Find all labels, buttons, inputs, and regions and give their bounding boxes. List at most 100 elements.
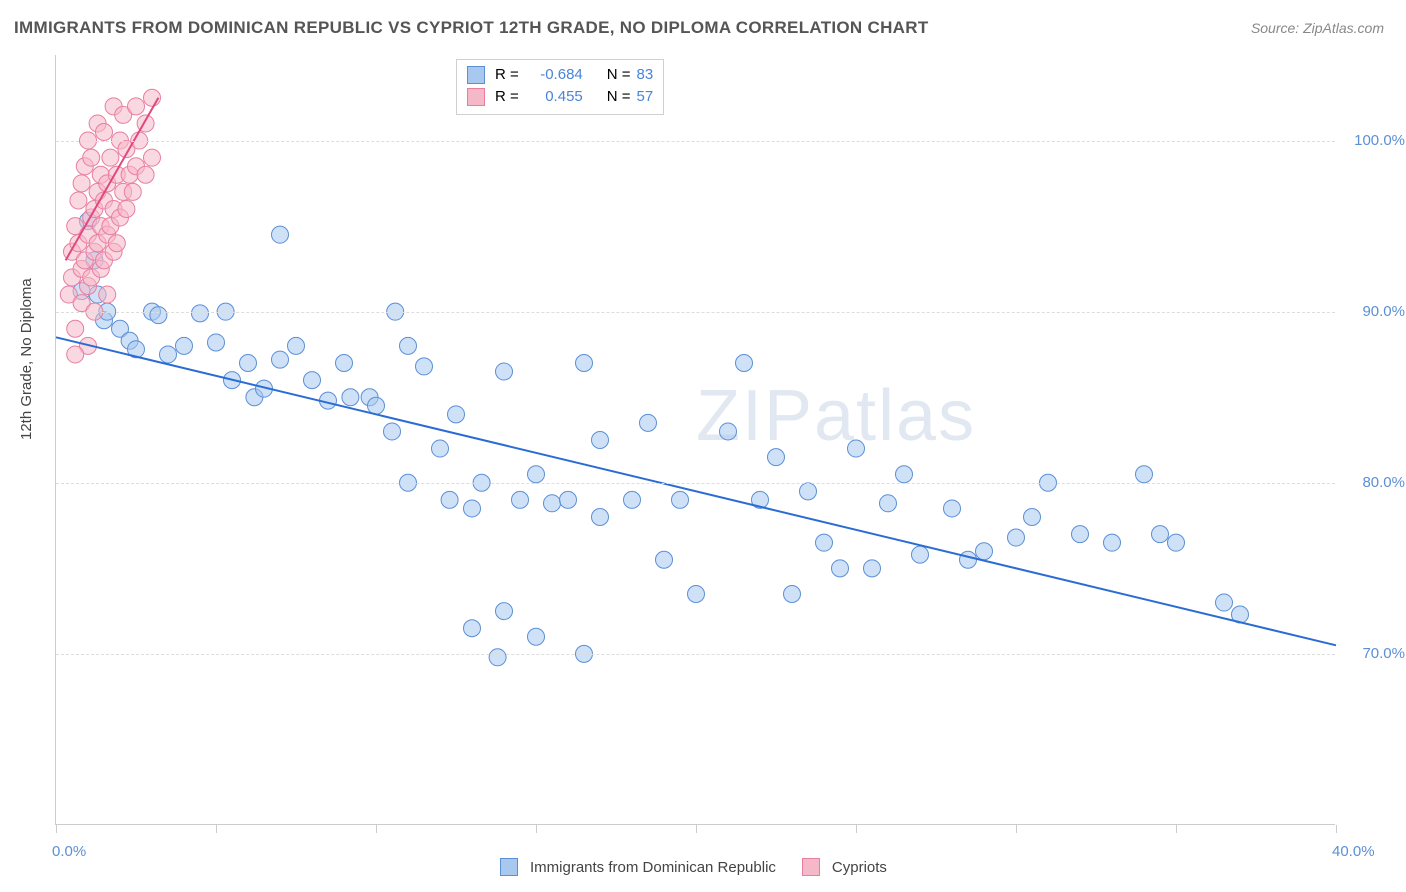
data-point: [1216, 594, 1233, 611]
data-point: [240, 355, 257, 372]
data-point: [416, 358, 433, 375]
n-label: N =: [607, 64, 631, 86]
data-point: [288, 337, 305, 354]
data-point: [960, 551, 977, 568]
n-value-pink: 57: [637, 86, 654, 108]
data-point: [70, 192, 87, 209]
data-point: [976, 543, 993, 560]
n-value-blue: 83: [637, 64, 654, 86]
x-tick: [1336, 825, 1337, 833]
gridline: [56, 483, 1335, 484]
data-point: [544, 495, 561, 512]
data-point: [1008, 529, 1025, 546]
data-point: [118, 201, 135, 218]
data-point: [640, 414, 657, 431]
data-point: [137, 166, 154, 183]
data-point: [832, 560, 849, 577]
data-point: [560, 491, 577, 508]
data-point: [1024, 509, 1041, 526]
data-point: [448, 406, 465, 423]
data-point: [102, 149, 119, 166]
data-point: [384, 423, 401, 440]
y-axis-label: 12th Grade, No Diploma: [18, 278, 35, 440]
data-point: [848, 440, 865, 457]
data-point: [592, 509, 609, 526]
scatter-svg: [56, 55, 1335, 824]
data-point: [336, 355, 353, 372]
data-point: [496, 603, 513, 620]
data-point: [864, 560, 881, 577]
series-legend: Immigrants from Dominican Republic Cypri…: [500, 858, 887, 876]
data-point: [624, 491, 641, 508]
data-point: [489, 649, 506, 666]
data-point: [592, 432, 609, 449]
data-point: [880, 495, 897, 512]
data-point: [800, 483, 817, 500]
plot-area: ZIPatlas R = -0.684 N = 83 R = 0.455 N =…: [55, 55, 1335, 825]
data-point: [1152, 526, 1169, 543]
data-point: [784, 586, 801, 603]
data-point: [944, 500, 961, 517]
data-point: [160, 346, 177, 363]
r-label: R =: [495, 64, 519, 86]
data-point: [656, 551, 673, 568]
data-point: [144, 149, 161, 166]
data-point: [464, 620, 481, 637]
data-point: [108, 235, 125, 252]
data-point: [67, 346, 84, 363]
x-tick: [536, 825, 537, 833]
r-value-pink: 0.455: [525, 86, 583, 108]
x-tick: [696, 825, 697, 833]
chart-title: IMMIGRANTS FROM DOMINICAN REPUBLIC VS CY…: [14, 18, 929, 38]
x-tick: [376, 825, 377, 833]
data-point: [176, 337, 193, 354]
data-point: [1136, 466, 1153, 483]
data-point: [342, 389, 359, 406]
data-point: [96, 124, 113, 141]
x-tick: [1016, 825, 1017, 833]
x-tick: [1176, 825, 1177, 833]
data-point: [208, 334, 225, 351]
legend-item-blue: Immigrants from Dominican Republic: [500, 858, 776, 876]
data-point: [304, 372, 321, 389]
data-point: [192, 305, 209, 322]
data-point: [672, 491, 689, 508]
data-point: [528, 628, 545, 645]
data-point: [150, 307, 167, 324]
data-point: [688, 586, 705, 603]
data-point: [816, 534, 833, 551]
data-point: [124, 183, 141, 200]
data-point: [99, 286, 116, 303]
data-point: [496, 363, 513, 380]
r-value-blue: -0.684: [525, 64, 583, 86]
swatch-pink: [802, 858, 820, 876]
data-point: [83, 149, 100, 166]
swatch-blue: [500, 858, 518, 876]
data-point: [736, 355, 753, 372]
gridline: [56, 654, 1335, 655]
x-tick: [56, 825, 57, 833]
data-point: [67, 320, 84, 337]
data-point: [272, 351, 289, 368]
correlation-row-pink: R = 0.455 N = 57: [467, 86, 653, 108]
y-tick-label: 80.0%: [1362, 474, 1405, 491]
data-point: [768, 449, 785, 466]
chart-container: IMMIGRANTS FROM DOMINICAN REPUBLIC VS CY…: [0, 0, 1406, 892]
y-tick-label: 90.0%: [1362, 303, 1405, 320]
data-point: [73, 175, 90, 192]
x-tick: [856, 825, 857, 833]
data-point: [272, 226, 289, 243]
y-tick-label: 70.0%: [1362, 645, 1405, 662]
y-tick-label: 100.0%: [1354, 132, 1405, 149]
source-attribution: Source: ZipAtlas.com: [1251, 20, 1384, 36]
legend-label-blue: Immigrants from Dominican Republic: [530, 859, 776, 876]
data-point: [720, 423, 737, 440]
data-point: [1104, 534, 1121, 551]
data-point: [441, 491, 458, 508]
data-point: [512, 491, 529, 508]
data-point: [128, 98, 145, 115]
data-point: [1072, 526, 1089, 543]
correlation-legend: R = -0.684 N = 83 R = 0.455 N = 57: [456, 59, 664, 115]
data-point: [1168, 534, 1185, 551]
correlation-row-blue: R = -0.684 N = 83: [467, 64, 653, 86]
